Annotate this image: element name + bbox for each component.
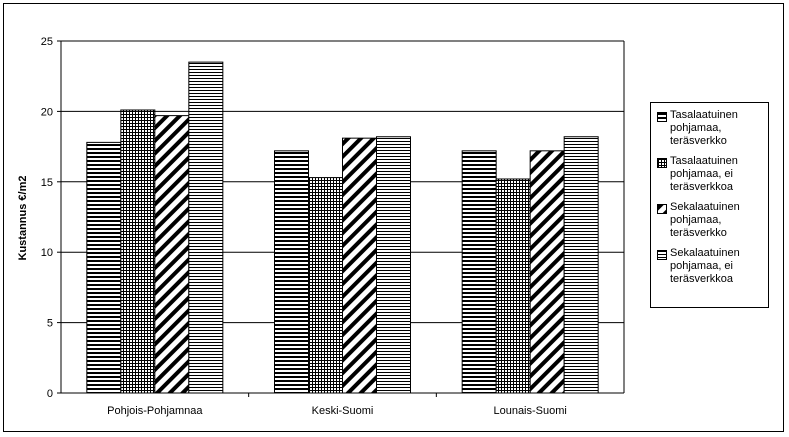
x-tick-label: Pohjois-Pohjamnaa xyxy=(107,405,203,417)
bar-crosshatch xyxy=(120,109,156,394)
x-tick-label: Lounais-Suomi xyxy=(493,405,566,417)
legend-label: Tasalaatuinen pohjamaa, ei teräsverkkoa xyxy=(670,155,738,193)
y-tick-label: 0 xyxy=(47,388,53,400)
legend-swatch-horizontal-lines xyxy=(657,112,667,122)
legend-label: Sekalaatuinen pohjamaa, teräsverkko xyxy=(670,201,740,239)
bar-horizontal-lines xyxy=(461,150,497,394)
x-tick-label: Keski-Suomi xyxy=(312,405,374,417)
legend-item: Tasalaatuinen pohjamaa, teräsverkko xyxy=(657,109,768,148)
y-tick-label: 5 xyxy=(47,318,53,330)
bar-crosshatch xyxy=(495,178,531,394)
legend-item: Sekalaatuinen pohjamaa, teräsverkko xyxy=(657,201,768,240)
y-tick-label: 25 xyxy=(41,36,53,48)
bar-diagonal-lines xyxy=(154,115,190,394)
y-axis-label: Kustannus €/m2 xyxy=(17,176,29,261)
legend-swatch-dense-horizontal-lines xyxy=(657,250,667,260)
bar-horizontal-lines xyxy=(86,141,122,394)
legend-label: Sekalaatuinen pohjamaa, ei teräsverkkoa xyxy=(670,247,740,285)
y-tick-label: 20 xyxy=(41,106,53,118)
bar-dense-horizontal-lines xyxy=(188,61,224,394)
bar-diagonal-lines xyxy=(529,150,565,394)
legend: Tasalaatuinen pohjamaa, teräsverkko Tasal… xyxy=(650,102,769,308)
legend-item: Tasalaatuinen pohjamaa, ei teräsverkkoa xyxy=(657,155,768,194)
legend-item: Sekalaatuinen pohjamaa, ei teräsverkkoa xyxy=(657,247,768,286)
y-tick-label: 10 xyxy=(41,247,53,259)
bars xyxy=(86,61,599,394)
legend-label: Tasalaatuinen pohjamaa, teräsverkko xyxy=(670,109,738,147)
y-tick-label: 15 xyxy=(41,177,53,189)
bar-diagonal-lines xyxy=(342,137,377,394)
bar-dense-horizontal-lines xyxy=(376,136,411,394)
axes: 0 5 10 15 20 25 Pohjois-Pohjamnaa Keski-Suomi Lo… xyxy=(41,36,625,417)
legend-swatch-crosshatch xyxy=(657,158,667,168)
bar-crosshatch xyxy=(308,177,343,394)
legend-swatch-diagonal-lines xyxy=(657,204,667,214)
bar-dense-horizontal-lines xyxy=(563,136,599,394)
bar-horizontal-lines xyxy=(274,150,309,394)
